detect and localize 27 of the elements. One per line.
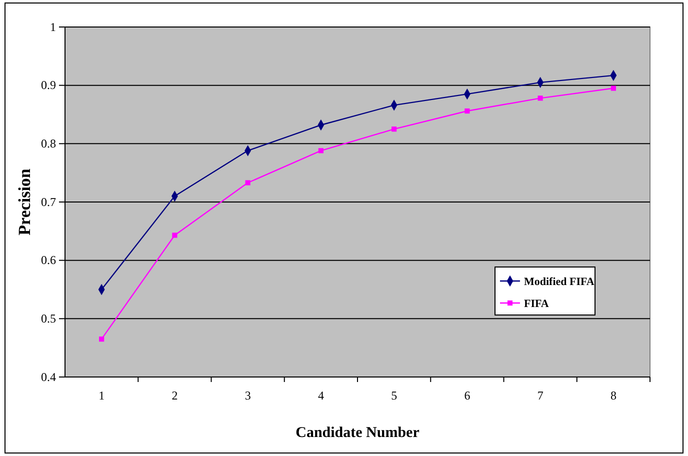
- x-tick-label: 7: [537, 388, 544, 403]
- x-tick-label: 1: [98, 388, 105, 403]
- x-tick-label: 2: [172, 388, 178, 403]
- point: [464, 108, 470, 114]
- point: [392, 126, 397, 132]
- x-tick-label: 6: [464, 388, 470, 403]
- point: [318, 148, 324, 154]
- y-tick-label: 0.7: [41, 194, 56, 209]
- point: [245, 180, 250, 186]
- y-tick-label: 0.4: [41, 370, 56, 384]
- x-axis-title: Candidate Number: [296, 425, 420, 441]
- y-tick-label: 0.8: [41, 136, 56, 151]
- y-tick-label: 0.9: [41, 78, 56, 92]
- x-tick-label: 5: [391, 388, 398, 403]
- point: [99, 336, 104, 342]
- x-tick-label: 8: [610, 388, 616, 403]
- point: [172, 232, 178, 238]
- legend-label: Modified FIFA: [524, 276, 594, 288]
- legend-label: FIFA: [524, 298, 549, 310]
- y-axis-title: Precision: [15, 168, 34, 236]
- y-tick-label: 0.6: [41, 253, 56, 268]
- y-tick-label: 1: [50, 20, 56, 34]
- x-tick-label: 3: [244, 388, 251, 403]
- point: [538, 96, 543, 101]
- y-tick-label: 0.5: [41, 312, 56, 326]
- point: [610, 86, 616, 91]
- x-tick-label: 4: [318, 388, 324, 403]
